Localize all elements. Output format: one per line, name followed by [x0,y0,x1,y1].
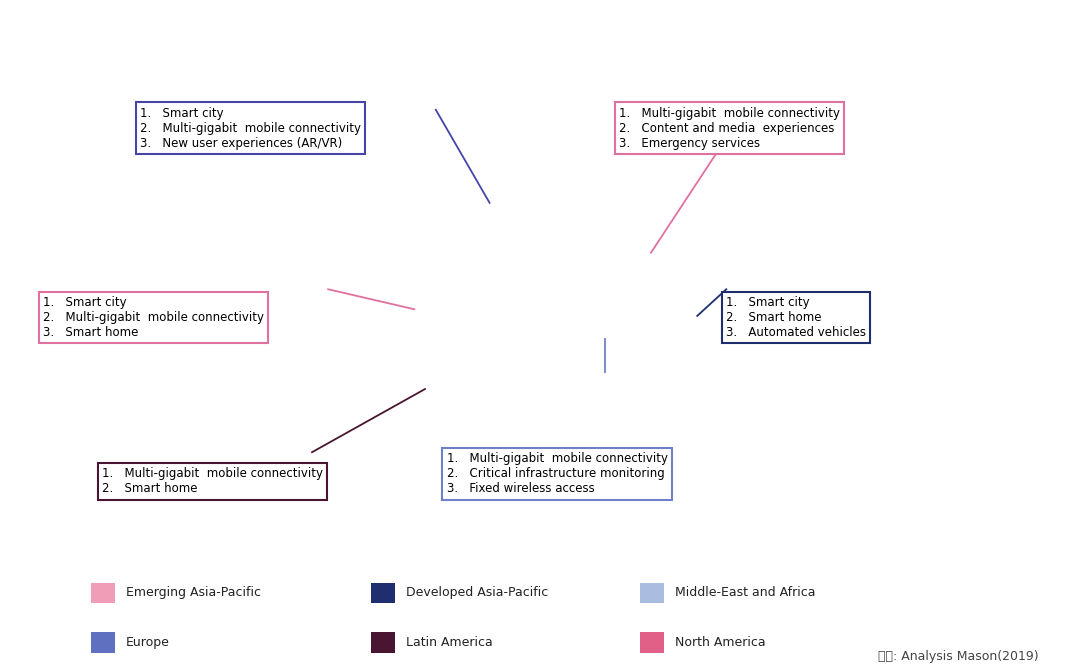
Bar [640,632,664,652]
Text: Developed Asia-Pacific: Developed Asia-Pacific [406,587,548,599]
Text: 1.   Multi-gigabit  mobile connectivity
2.   Smart home: 1. Multi-gigabit mobile connectivity 2. … [102,467,323,495]
Text: North America: North America [675,636,765,649]
Text: 출치: Analysis Mason(2019): 출치: Analysis Mason(2019) [878,650,1038,663]
Text: Middle-East and Africa: Middle-East and Africa [675,587,816,599]
Text: 1.   Multi-gigabit  mobile connectivity
2.   Critical infrastructure monitoring
: 1. Multi-gigabit mobile connectivity 2. … [447,452,667,495]
Bar [640,583,664,603]
Bar [91,632,115,652]
Text: Latin America: Latin America [406,636,493,649]
Bar [371,583,395,603]
Text: 1.   Smart city
2.   Smart home
3.   Automated vehicles: 1. Smart city 2. Smart home 3. Automated… [726,296,866,339]
Bar [371,632,395,652]
Text: 1.   Smart city
2.   Multi-gigabit  mobile connectivity
3.   Smart home: 1. Smart city 2. Multi-gigabit mobile co… [43,296,264,339]
Text: Europe: Europe [126,636,170,649]
Text: 1.   Smart city
2.   Multi-gigabit  mobile connectivity
3.   New user experience: 1. Smart city 2. Multi-gigabit mobile co… [140,106,360,150]
Bar [91,583,115,603]
Text: Emerging Asia-Pacific: Emerging Asia-Pacific [126,587,260,599]
Text: 1.   Multi-gigabit  mobile connectivity
2.   Content and media  experiences
3.  : 1. Multi-gigabit mobile connectivity 2. … [619,106,839,150]
